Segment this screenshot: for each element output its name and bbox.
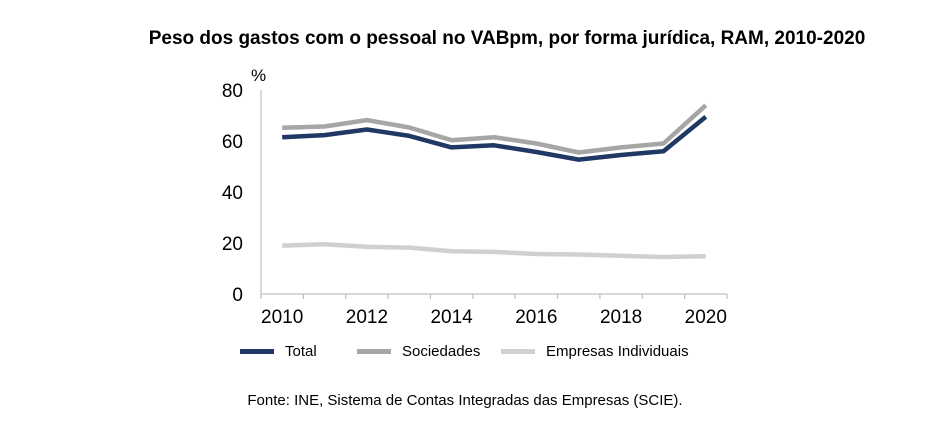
legend-item: Empresas Individuais <box>501 343 689 360</box>
y-tick-label: 80 <box>222 81 243 102</box>
legend-swatch <box>240 349 274 354</box>
x-tick-label: 2012 <box>346 307 388 328</box>
series-line-total <box>282 115 708 162</box>
series-line-sociedades <box>282 103 708 155</box>
y-tick-label: 60 <box>222 132 243 153</box>
chart-axes <box>260 90 728 299</box>
legend-label: Empresas Individuais <box>546 343 689 360</box>
legend-swatch <box>357 349 391 354</box>
series-line-empresas-individuais <box>282 242 706 260</box>
y-axis-unit: % <box>251 66 266 85</box>
source-note: Fonte: INE, Sistema de Contas Integradas… <box>247 392 683 409</box>
tick-labels: 0 20 40 60 80 2010 2012 2014 2016 2018 2020% <box>222 66 727 328</box>
legend-label: Total <box>285 343 317 360</box>
series-lines <box>282 103 708 260</box>
legend-item: Total <box>240 343 317 360</box>
x-tick-label: 2018 <box>600 307 642 328</box>
y-tick-label: 0 <box>232 285 243 306</box>
legend-item: Sociedades <box>357 343 480 360</box>
x-tick-label: 2010 <box>261 307 303 328</box>
legend-label: Sociedades <box>402 343 481 360</box>
chart-title: Peso dos gastos com o pessoal no VABpm, … <box>148 28 866 49</box>
y-tick-label: 20 <box>222 234 243 255</box>
legend-swatch <box>501 349 535 354</box>
chart-legend: Total Sociedades Empresas Individuais <box>0 343 944 367</box>
x-tick-label: 2014 <box>430 307 473 328</box>
x-tick-label: 2020 <box>685 307 727 328</box>
x-tick-label: 2016 <box>515 307 557 328</box>
y-tick-label: 40 <box>222 183 243 204</box>
